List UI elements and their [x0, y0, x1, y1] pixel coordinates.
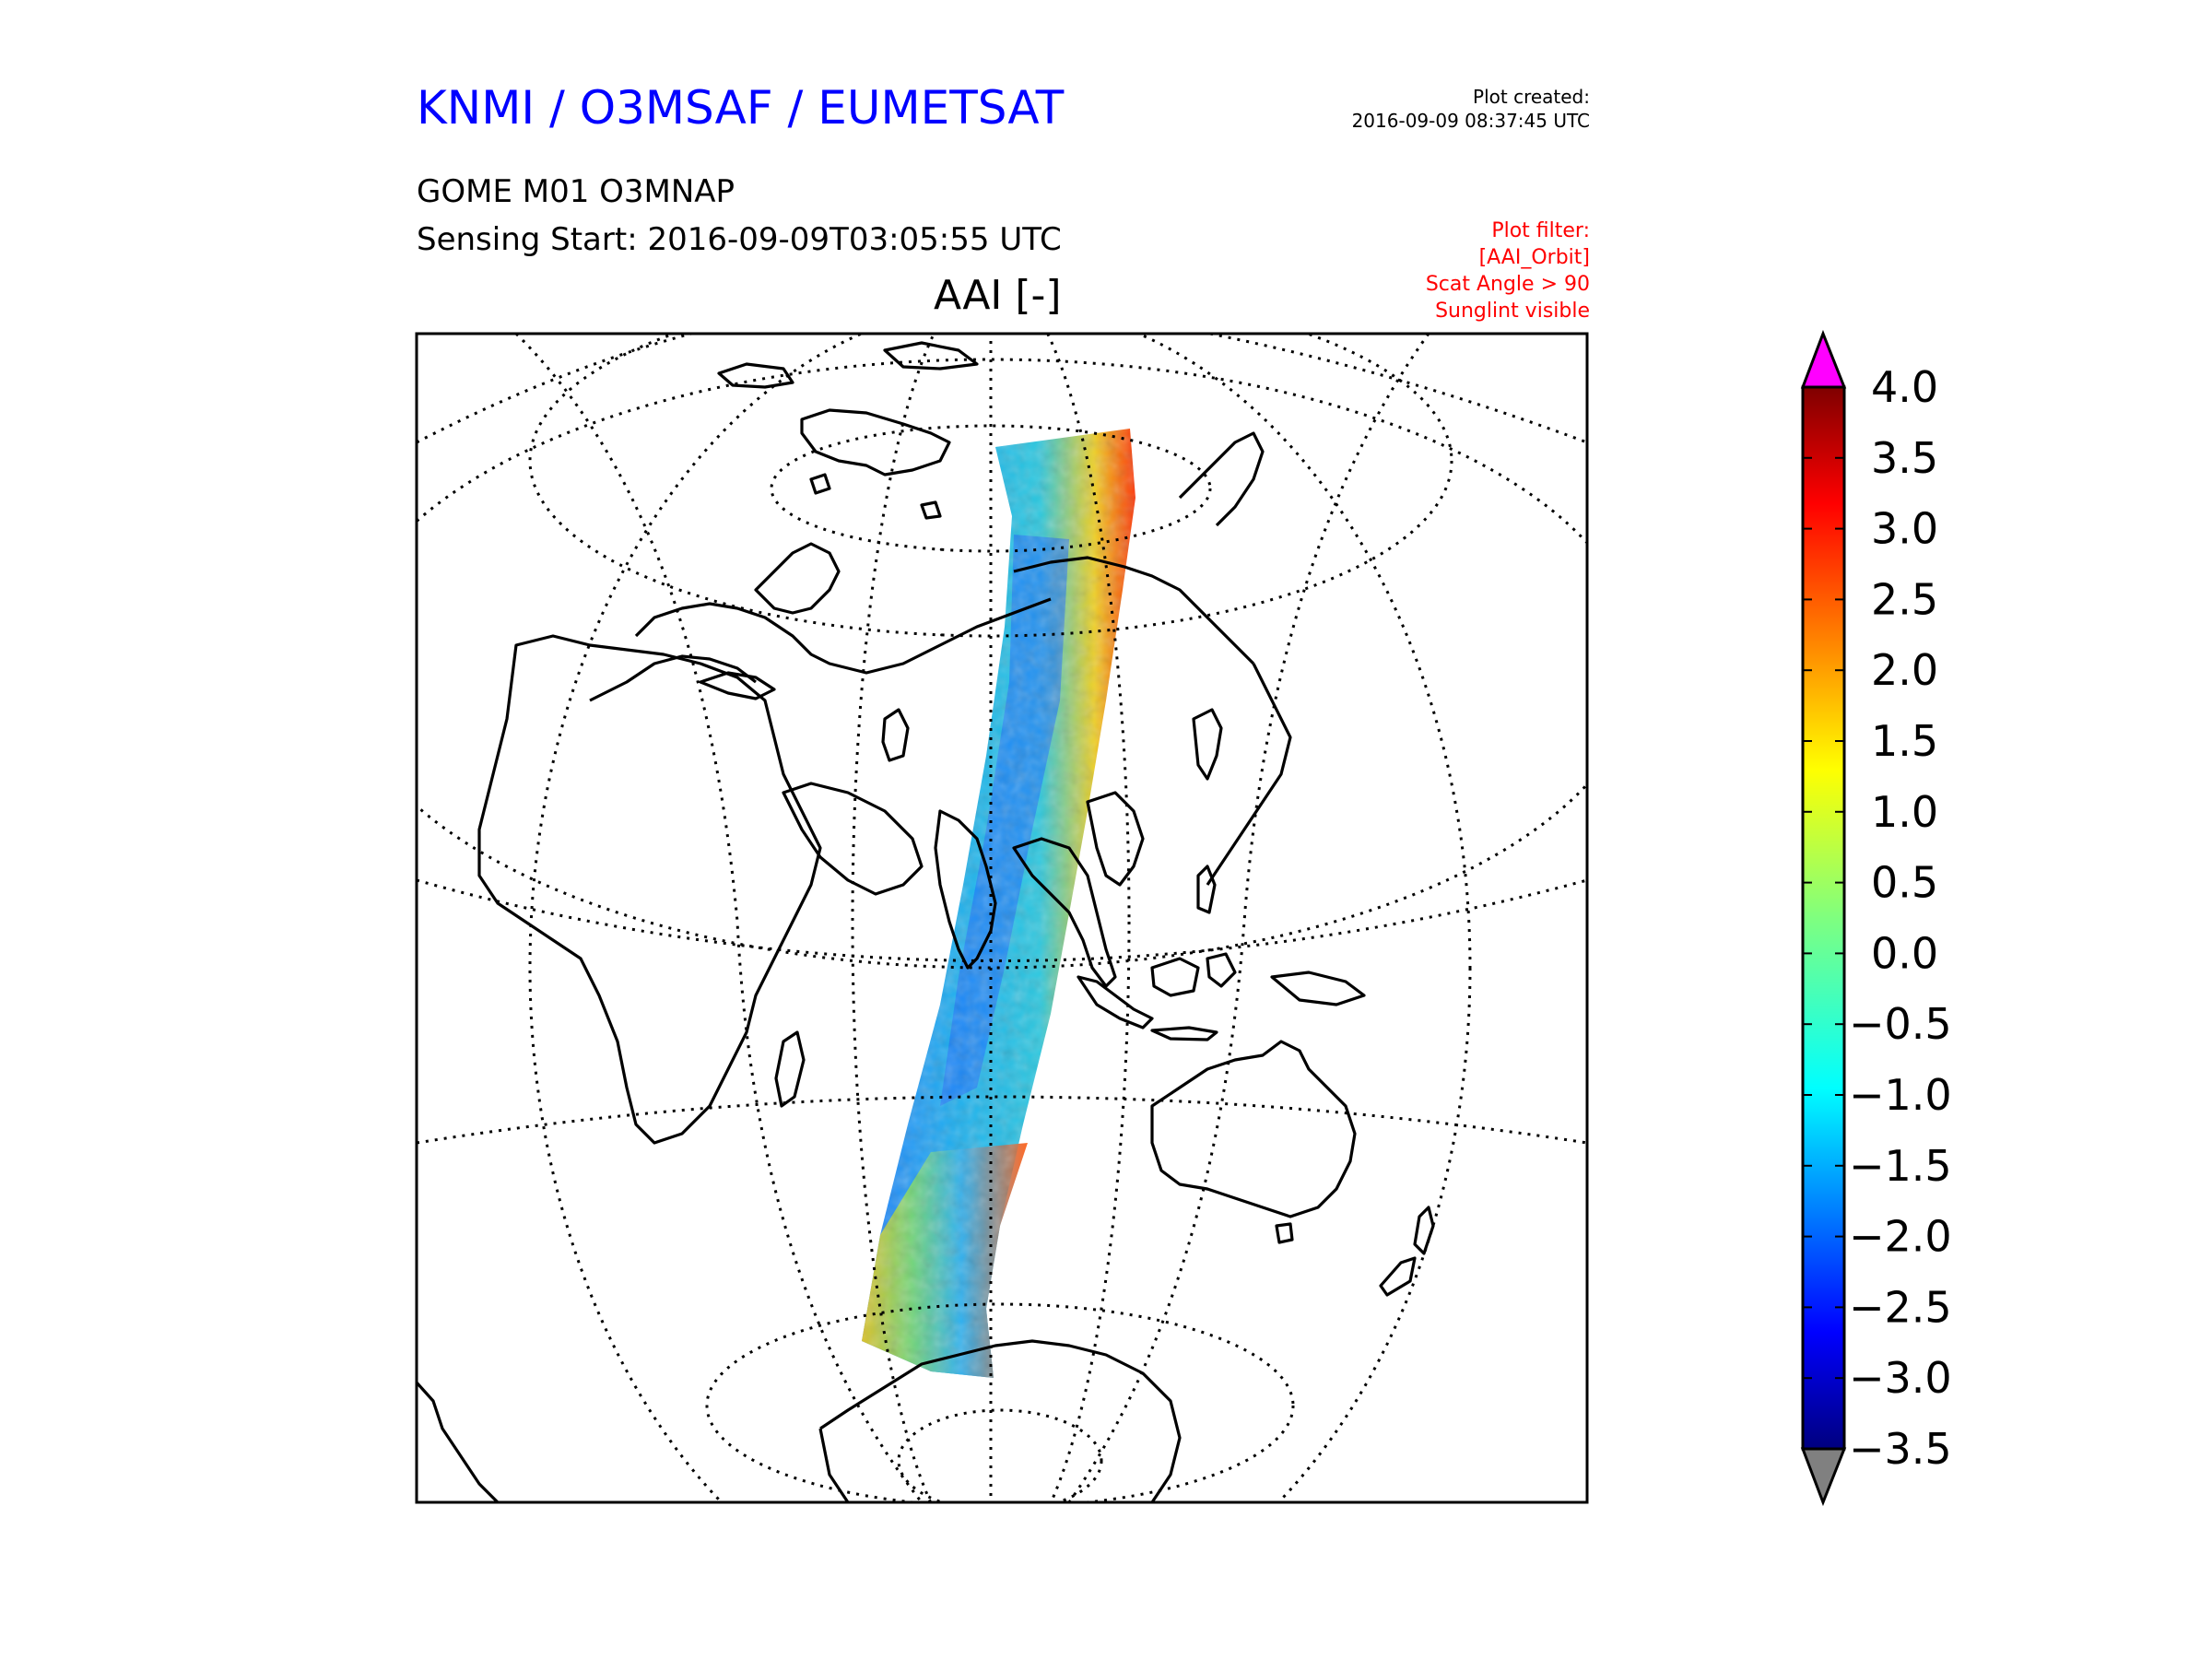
colorbar-ticks: 4.0 3.5 3.0 2.5 2.0 1.5 1.0 0.5 0.0 −0.5 −1.0 −1.5 −…	[1803, 362, 1952, 1474]
colorbar-tick-label: −2.5	[1849, 1282, 1952, 1332]
coastlines	[417, 341, 1435, 1502]
colorbar-tick-label: 2.5	[1871, 574, 1938, 624]
colorbar-tick-label: −2.0	[1849, 1212, 1952, 1262]
colorbar-tick-label: 0.5	[1871, 858, 1938, 908]
colorbar-tick-label: 0.0	[1871, 928, 1938, 978]
colorbar-tick-label: −3.0	[1849, 1353, 1952, 1403]
colorbar-tick-label: −1.5	[1849, 1141, 1952, 1191]
map-title: AAI [-]	[934, 272, 1062, 319]
colorbar-gradient	[1801, 385, 1846, 1451]
plot-created: Plot created: 2016-09-09 08:37:45 UTC	[1352, 85, 1590, 133]
plot-created-label: Plot created:	[1473, 86, 1590, 108]
map-frame	[415, 332, 1589, 1504]
map-area	[417, 334, 1587, 1502]
sensing-start: Sensing Start: 2016-09-09T03:05:55 UTC	[417, 221, 1062, 258]
plot-filter: Plot filter: [AAI_Orbit] Scat Angle > 90…	[1426, 218, 1590, 324]
colorbar-tick-label: 1.0	[1871, 787, 1938, 837]
filter-line: Plot filter:	[1491, 219, 1590, 242]
colorbar-tick-label: 1.5	[1871, 716, 1938, 766]
colorbar-tick-label: 4.0	[1871, 362, 1938, 412]
colorbar-tick-label: −0.5	[1849, 999, 1952, 1049]
filter-line: Sunglint visible	[1435, 300, 1590, 323]
graticule	[417, 334, 1587, 1502]
colorbar-tick-label: 2.0	[1871, 645, 1938, 695]
colorbar-over-arrow	[1800, 329, 1847, 389]
header-title: KNMI / O3MSAF / EUMETSAT	[417, 81, 1065, 135]
filter-line: Scat Angle > 90	[1425, 273, 1590, 296]
plot-created-time: 2016-09-09 08:37:45 UTC	[1351, 110, 1590, 132]
colorbar-tick-label: 3.0	[1871, 504, 1938, 554]
colorbar-tick-label: 3.5	[1871, 433, 1938, 483]
filter-line: [AAI_Orbit]	[1478, 246, 1590, 269]
colorbar-under-arrow	[1800, 1447, 1847, 1507]
colorbar-tick-label: −3.5	[1849, 1424, 1952, 1474]
product-name: GOME M01 O3MNAP	[417, 173, 735, 210]
colorbar-tick-label: −1.0	[1849, 1070, 1952, 1120]
colorbar: 4.0 3.5 3.0 2.5 2.0 1.5 1.0 0.5 0.0 −0.5 −1.0 −1.5 −…	[1800, 329, 1952, 1507]
